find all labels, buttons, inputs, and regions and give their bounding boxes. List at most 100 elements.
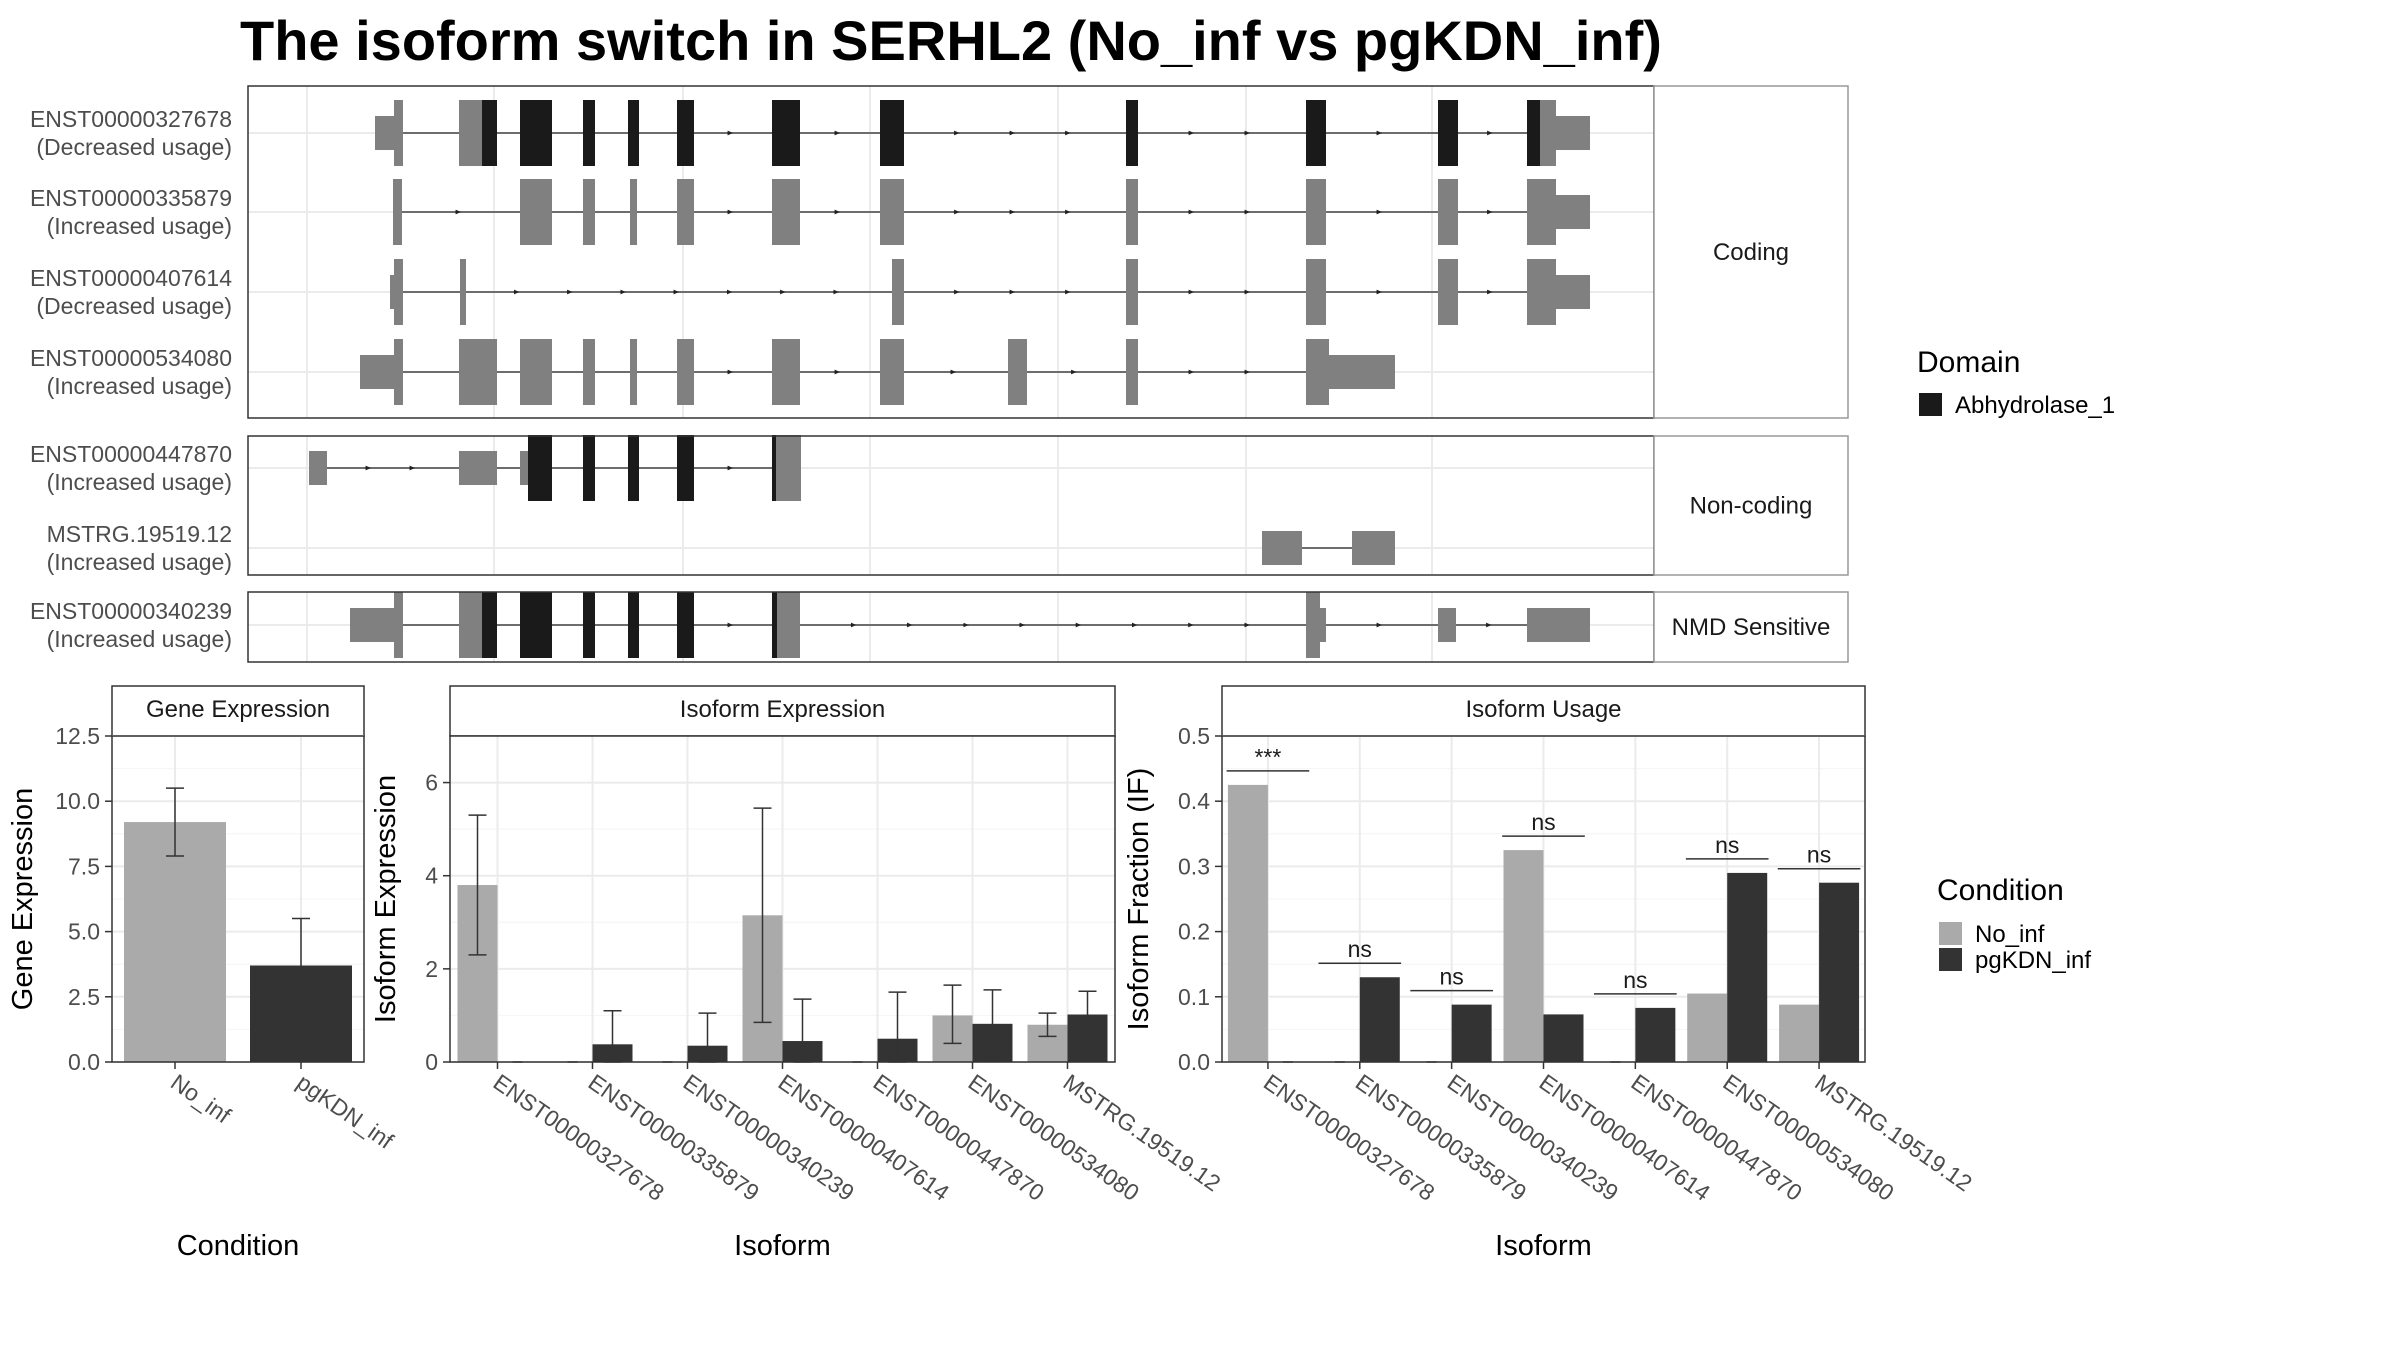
exon [459, 592, 482, 658]
isoform-model-MSTRG.19519.12 [1262, 531, 1395, 565]
exon [1438, 179, 1458, 245]
panel-strip [1221, 685, 1866, 737]
condition-swatch-pgkdn-inf [1939, 948, 1962, 971]
bar [124, 822, 226, 1062]
exon [520, 339, 552, 405]
domain-exon [482, 592, 497, 658]
bar [1779, 1004, 1820, 1062]
domain-exon [628, 592, 639, 658]
exon [630, 179, 637, 245]
x-tick-label: ENST00000447870 [1626, 1069, 1806, 1206]
exon [892, 259, 904, 325]
domain-exon [1126, 100, 1138, 166]
significance-label: ns [1348, 936, 1372, 962]
bar [1503, 850, 1544, 1062]
usage-label: (Increased usage) [47, 373, 232, 399]
facet-label: NMD Sensitive [1672, 614, 1831, 641]
x-tick-label: pgKDN_inf [292, 1069, 399, 1154]
x-tick-label: MSTRG.19519.12 [1059, 1069, 1226, 1197]
condition-legend-title: Condition [1937, 874, 2064, 907]
exon [677, 339, 694, 405]
exon [1320, 608, 1326, 642]
domain-exon [772, 100, 800, 166]
domain-exon [677, 100, 694, 166]
significance-label: ns [1623, 967, 1647, 993]
exon [393, 179, 402, 245]
x-tick-label: ENST00000335879 [584, 1069, 764, 1206]
exon [800, 435, 801, 501]
panel-strip [449, 685, 1116, 737]
panel-title: Isoform Expression [680, 696, 885, 723]
panel-background [248, 436, 1654, 575]
isoform-label: ENST00000447870 [30, 441, 232, 467]
x-tick-label: MSTRG.19519.12 [1810, 1069, 1977, 1197]
bar [1543, 1014, 1584, 1062]
domain-exon [628, 435, 639, 501]
isoform-label: ENST00000335879 [30, 185, 232, 211]
condition-legend-item: No_inf [1975, 921, 2045, 948]
exon [1262, 531, 1302, 565]
domain-exon [482, 100, 497, 166]
y-axis-title: Gene Expression [7, 788, 39, 1010]
significance-label: *** [1254, 744, 1281, 770]
isoform-model-ENST00000534080 [360, 339, 1395, 405]
x-tick-label: ENST00000407614 [774, 1069, 955, 1206]
exon [583, 339, 595, 405]
exon [1306, 339, 1329, 405]
legend-swatch [1919, 393, 1942, 416]
bar [1687, 993, 1728, 1062]
usage-label: (Decreased usage) [36, 134, 232, 160]
y-axis-title: Isoform Fraction (IF) [1123, 768, 1155, 1031]
exon [459, 451, 497, 485]
isoform-model-ENST00000447870 [309, 435, 801, 501]
exon [520, 451, 528, 485]
x-tick-label: ENST00000407614 [1535, 1069, 1716, 1206]
y-tick-label: 0.4 [1178, 788, 1210, 814]
x-tick-label: ENST00000340239 [1443, 1069, 1623, 1206]
domain-exon [772, 435, 776, 501]
domain-exon [772, 592, 777, 658]
x-tick-label: ENST00000335879 [1351, 1069, 1531, 1206]
exon [677, 179, 694, 245]
isoform-label: ENST00000327678 [30, 106, 232, 132]
exon [772, 179, 800, 245]
isoform-label: MSTRG.19519.12 [47, 521, 232, 547]
usage-label: (Increased usage) [47, 549, 232, 575]
significance-label: ns [1531, 809, 1555, 835]
y-tick-label: 10.0 [55, 788, 100, 814]
structure-panel-non-coding [248, 436, 1654, 575]
exon [1126, 179, 1138, 245]
domain-exon [1527, 100, 1540, 166]
y-tick-label: 0.3 [1178, 853, 1210, 879]
exon [375, 116, 394, 150]
exon [1527, 179, 1556, 245]
exon [394, 100, 403, 166]
exon [1008, 339, 1027, 405]
exon [777, 592, 800, 658]
significance-label: ns [1807, 842, 1831, 868]
bar [1451, 1004, 1492, 1062]
condition-legend-item: pgKDN_inf [1975, 947, 2091, 974]
y-tick-label: 0 [425, 1049, 438, 1075]
x-tick-label: ENST00000327678 [1259, 1069, 1439, 1206]
y-tick-label: 2.5 [68, 984, 100, 1010]
x-tick-label: ENST00000340239 [679, 1069, 859, 1206]
isoform-label: ENST00000534080 [30, 345, 232, 371]
y-tick-label: 2 [425, 956, 438, 982]
exon [583, 179, 595, 245]
domain-exon [677, 592, 694, 658]
x-tick-label: ENST00000534080 [1718, 1069, 1898, 1206]
domain-exon [1306, 100, 1326, 166]
panel-title: Isoform Usage [1465, 696, 1621, 723]
facet-strip [1653, 85, 1849, 419]
exon [360, 355, 394, 389]
exon [1438, 608, 1456, 642]
facet-label: Coding [1713, 239, 1789, 266]
x-tick-label: ENST00000534080 [964, 1069, 1144, 1206]
exon [520, 179, 552, 245]
y-tick-label: 5.0 [68, 919, 100, 945]
facet-label: Non-coding [1690, 493, 1813, 520]
domain-exon [583, 435, 595, 501]
domain-exon [880, 100, 904, 166]
exon [390, 275, 394, 309]
